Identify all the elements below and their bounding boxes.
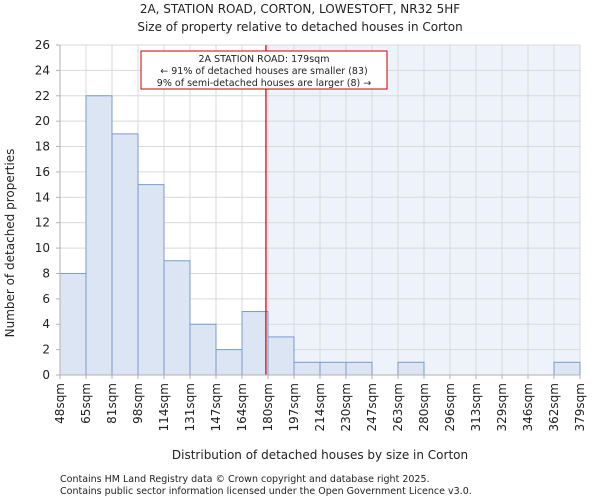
y-tick-label: 14 — [35, 190, 50, 204]
y-tick-label: 4 — [42, 317, 50, 331]
y-tick-label: 8 — [42, 266, 50, 280]
y-tick-label: 24 — [35, 63, 50, 77]
footer-line2: Contains public sector information licen… — [60, 486, 472, 497]
annotation-line2: ← 91% of detached houses are smaller (83… — [160, 66, 367, 77]
x-tick-label-114sqm: 114sqm — [157, 383, 171, 431]
bar-147sqm — [215, 349, 243, 376]
y-tick-label: 18 — [35, 140, 50, 154]
x-tick-label-48sqm: 48sqm — [53, 383, 67, 424]
annotation-line1: 2A STATION ROAD: 179sqm — [199, 54, 330, 65]
x-tick-label-362sqm: 362sqm — [547, 383, 561, 431]
x-tick-label-313sqm: 313sqm — [469, 383, 483, 431]
y-tick-label: 6 — [42, 292, 50, 306]
y-axis-label: Number of detached properties — [3, 149, 17, 338]
annotation-border — [140, 50, 388, 90]
y-tick-label: 2 — [42, 343, 50, 357]
y-tick-label: 16 — [35, 165, 50, 179]
bars — [59, 95, 581, 376]
bar-65sqm — [85, 95, 113, 376]
x-tick-label-180sqm: 180sqm — [261, 383, 275, 431]
x-tick-label-296sqm: 296sqm — [443, 383, 457, 431]
y-tick-label: 10 — [35, 241, 50, 255]
x-tick-label-329sqm: 329sqm — [495, 383, 509, 431]
x-tick-label-230sqm: 230sqm — [339, 383, 353, 431]
y-tick-label: 26 — [35, 38, 50, 52]
y-tick-label: 0 — [42, 368, 50, 382]
bar-362sqm — [553, 361, 581, 376]
bar-81sqm — [111, 133, 139, 376]
bar-98sqm — [137, 184, 165, 376]
annotation-line3: 9% of semi-detached houses are larger (8… — [157, 78, 371, 89]
x-tick-labels: 48sqm 65sqm 81sqm 98sqm 114sqm 131sqm 147sqm 16… — [53, 375, 587, 431]
x-tick-label-280sqm: 280sqm — [417, 383, 431, 431]
x-tick-label-247sqm: 247sqm — [365, 383, 379, 431]
x-axis-label: Distribution of detached houses by size … — [172, 448, 468, 462]
x-tick-label-164sqm: 164sqm — [235, 383, 249, 431]
x-tick-label-197sqm: 197sqm — [287, 383, 301, 431]
x-tick-label-147sqm: 147sqm — [209, 383, 223, 431]
annotation-box: 2A STATION ROAD: 179sqm ← 91% of detache… — [140, 50, 388, 90]
x-tick-label-81sqm: 81sqm — [105, 383, 119, 424]
bar-263sqm — [397, 361, 425, 376]
bar-180sqm — [267, 336, 295, 376]
footer-line1: Contains HM Land Registry data © Crown c… — [60, 474, 430, 485]
highlight-rect — [265, 45, 580, 375]
x-tick-label-98sqm: 98sqm — [131, 383, 145, 424]
bar-131sqm — [189, 323, 217, 376]
bar-48sqm — [59, 272, 87, 376]
bar-214sqm — [319, 361, 347, 376]
y-tick-label: 12 — [35, 216, 50, 230]
chart-title-line2: Size of property relative to detached ho… — [137, 20, 462, 34]
x-tick-label-214sqm: 214sqm — [313, 383, 327, 431]
x-tick-label-65sqm: 65sqm — [79, 383, 93, 424]
highlight-region — [265, 45, 580, 375]
bar-230sqm — [345, 361, 373, 376]
bar-164sqm — [241, 311, 269, 376]
x-tick-label-379sqm: 379sqm — [573, 383, 587, 431]
chart-title-line1: 2A, STATION ROAD, CORTON, LOWESTOFT, NR3… — [140, 2, 460, 16]
y-tick-label: 20 — [35, 114, 50, 128]
x-tick-label-263sqm: 263sqm — [391, 383, 405, 431]
x-tick-label-131sqm: 131sqm — [183, 383, 197, 431]
y-tick-label: 22 — [35, 89, 50, 103]
x-tick-label-346sqm: 346sqm — [521, 383, 535, 431]
bar-114sqm — [163, 260, 191, 376]
bar-197sqm — [293, 361, 321, 376]
